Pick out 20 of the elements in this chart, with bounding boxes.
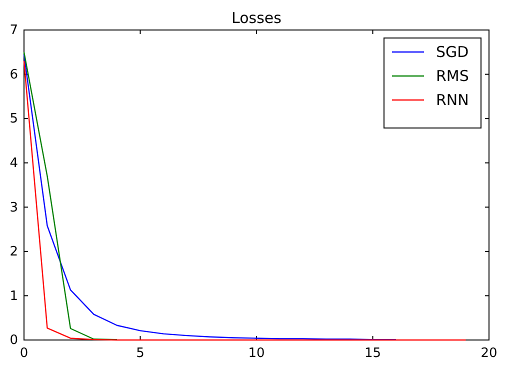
y-tick-label: 5 <box>10 112 18 127</box>
line-series <box>23 54 397 340</box>
x-tick-label: 10 <box>248 346 265 362</box>
legend-label: SGD <box>436 43 469 61</box>
x-tick-label: 5 <box>136 346 144 362</box>
y-tick-label: 2 <box>10 244 18 260</box>
chart-title: Losses <box>232 9 282 27</box>
y-tick-label: 4 <box>10 156 18 172</box>
x-tick-label: 0 <box>20 346 28 362</box>
legend-label: RNN <box>436 91 469 109</box>
y-tick-label: 7 <box>10 23 18 38</box>
legend-label: RMS <box>436 67 469 85</box>
y-tick-label: 6 <box>10 67 18 82</box>
y-tick-label: 3 <box>10 200 18 216</box>
line-series <box>23 60 466 341</box>
line-series <box>23 52 118 340</box>
x-tick-label: 15 <box>364 346 382 362</box>
x-tick-label: 20 <box>480 346 498 362</box>
y-tick-label: 1 <box>10 288 18 304</box>
y-tick-label: 0 <box>10 333 18 348</box>
